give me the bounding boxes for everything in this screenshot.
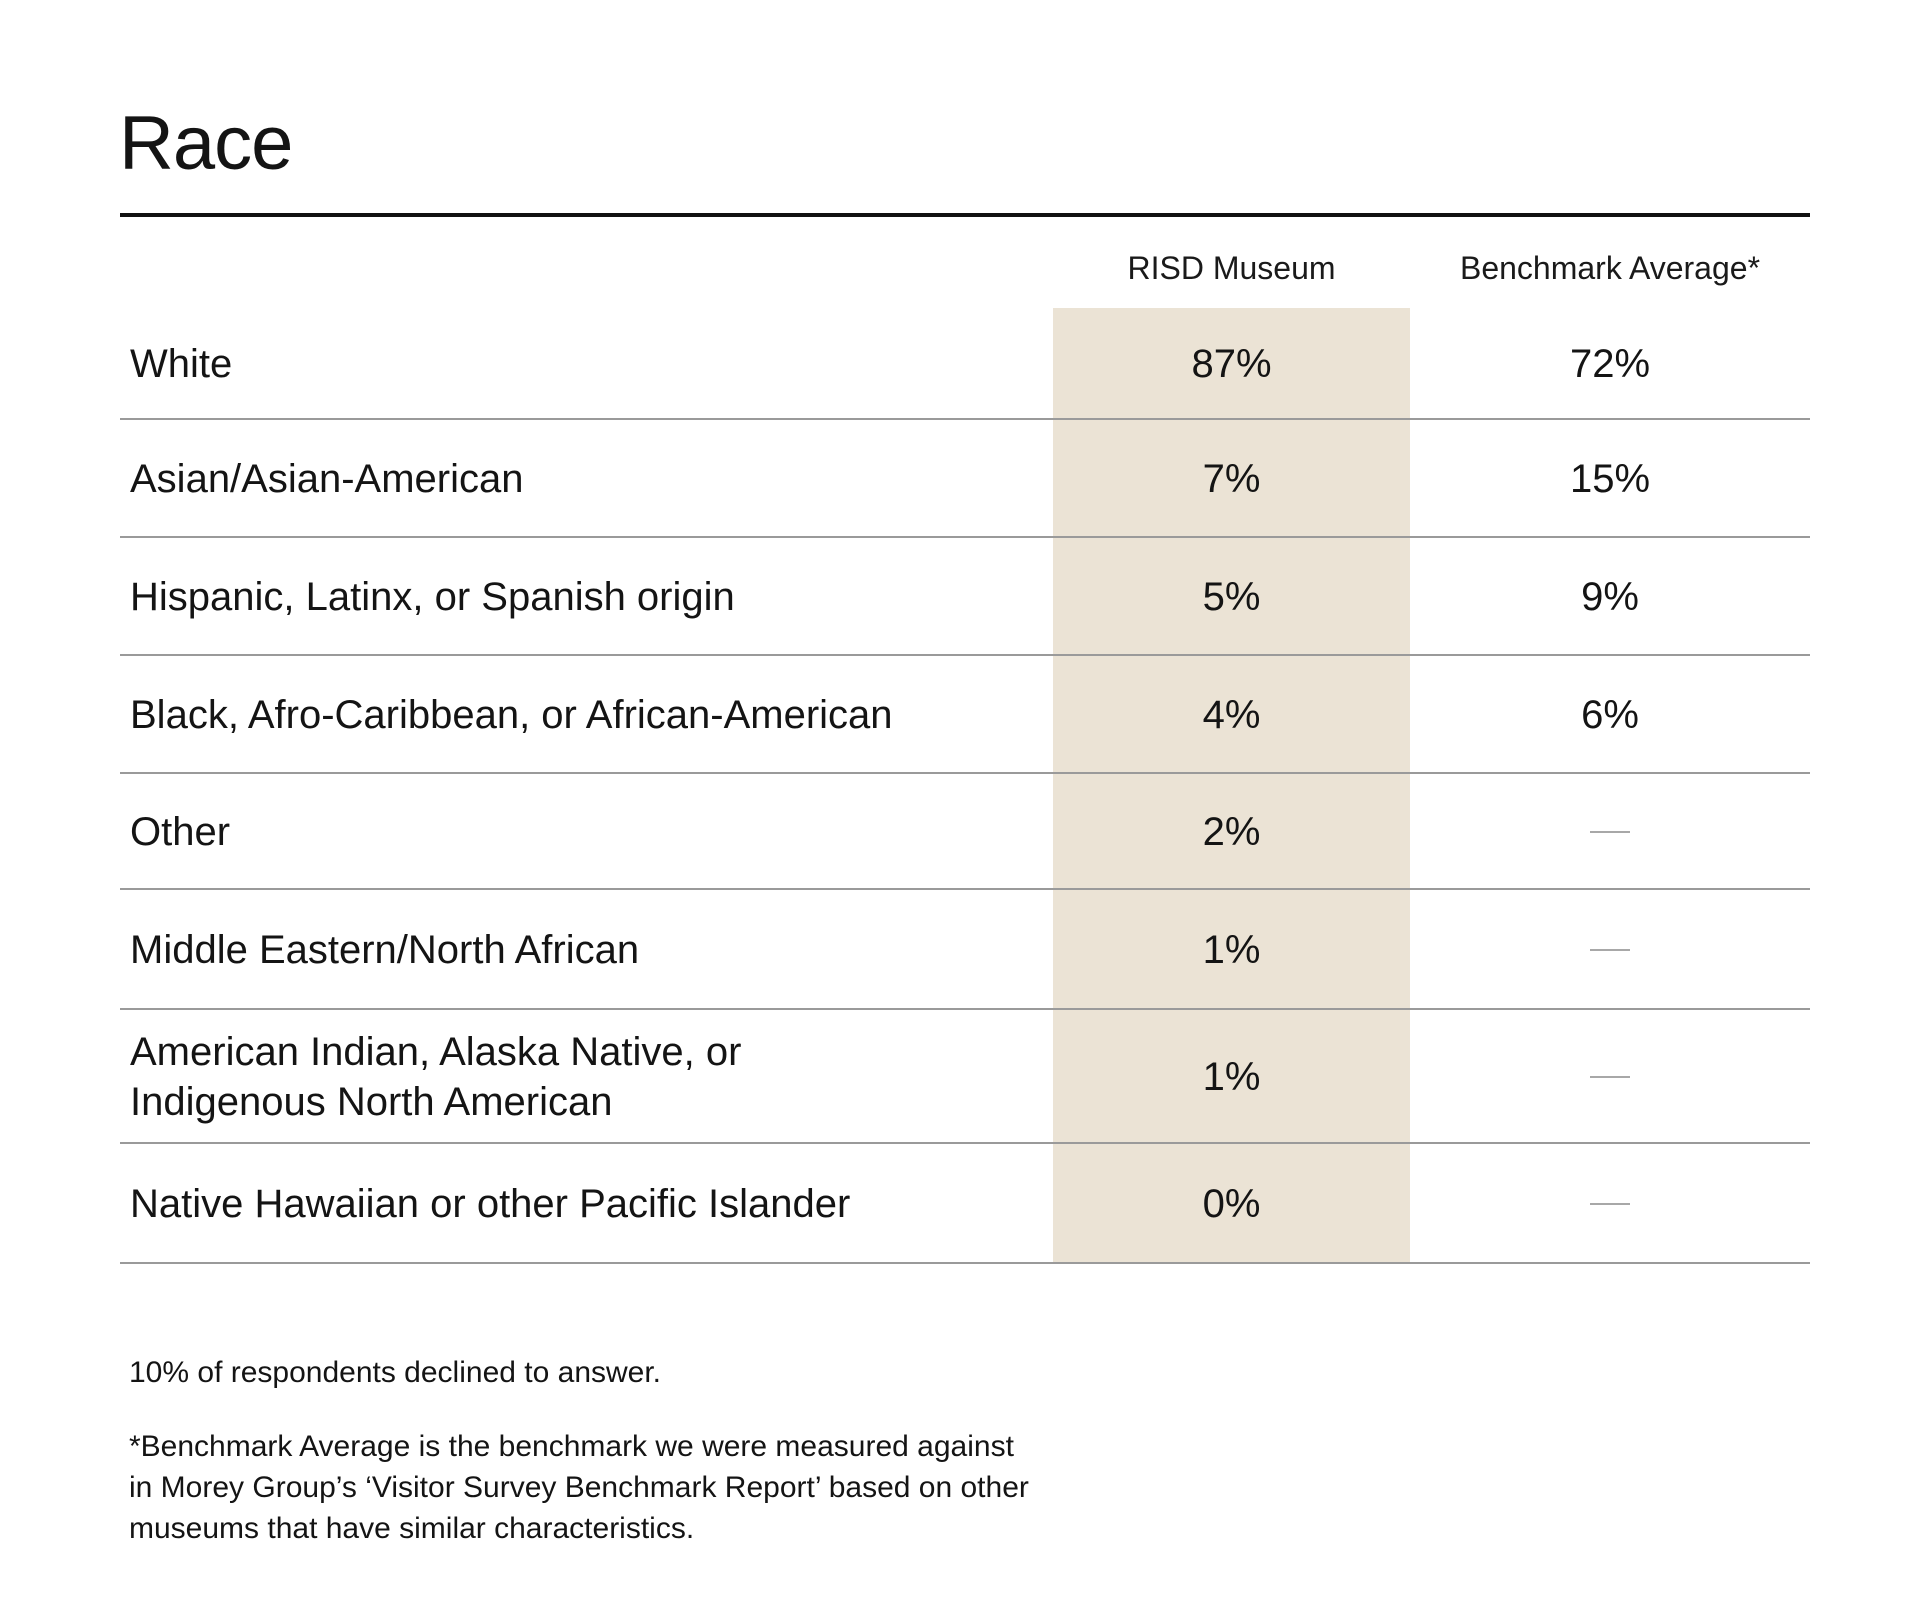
risd-value: 7% [1202, 456, 1261, 501]
row-label: Other [130, 810, 231, 854]
declined-note: 10% of respondents declined to answer. [129, 1356, 662, 1389]
dash-icon [1590, 831, 1630, 833]
benchmark-no-data [1410, 890, 1810, 1010]
risd-value: 87% [1191, 341, 1272, 386]
row-label: Hispanic, Latinx, or Spanish origin [130, 575, 735, 619]
column-header-benchmark: Benchmark Average* [1459, 250, 1761, 286]
table-row: White 87% 72% [120, 308, 1810, 420]
benchmark-no-data [1410, 1144, 1810, 1264]
risd-value: 4% [1202, 692, 1261, 737]
row-label: American Indian, Alaska Native, or Indig… [130, 1030, 742, 1124]
table-row: Native Hawaiian or other Pacific Islande… [120, 1144, 1810, 1264]
benchmark-value: 6% [1581, 692, 1639, 737]
row-divider [120, 418, 1810, 420]
benchmark-value: 72% [1569, 341, 1651, 386]
row-divider [120, 1262, 1810, 1264]
risd-value: 0% [1202, 1181, 1261, 1226]
row-divider [120, 1142, 1810, 1144]
dash-icon [1590, 1076, 1630, 1078]
row-label: Middle Eastern/North African [130, 928, 640, 972]
risd-column-highlight [1053, 308, 1410, 1263]
page-title: Race [119, 101, 293, 186]
title-divider [120, 213, 1810, 217]
column-header-risd: RISD Museum [1127, 250, 1336, 286]
row-label: White [130, 342, 233, 386]
footnote-line: museums that have similar characteristic… [129, 1512, 695, 1545]
table-row: Black, Afro-Caribbean, or African-Americ… [120, 656, 1810, 774]
row-label: Asian/Asian-American [130, 457, 524, 501]
risd-value: 5% [1202, 574, 1261, 619]
footnote-line: *Benchmark Average is the benchmark we w… [129, 1430, 1014, 1463]
table-row: Middle Eastern/North African 1% [120, 890, 1810, 1010]
risd-value: 1% [1202, 927, 1261, 972]
benchmark-footnote: *Benchmark Average is the benchmark we w… [129, 1426, 1129, 1549]
footnote-line: in Morey Group’s ‘Visitor Survey Benchma… [129, 1471, 1029, 1504]
risd-value: 2% [1202, 809, 1261, 854]
table-row: Hispanic, Latinx, or Spanish origin 5% 9% [120, 538, 1810, 656]
table-row: American Indian, Alaska Native, or Indig… [120, 1010, 1810, 1144]
row-divider [120, 654, 1810, 656]
benchmark-no-data [1410, 1010, 1810, 1144]
table-row: Other 2% [120, 774, 1810, 890]
row-divider [120, 1008, 1810, 1010]
row-label: Native Hawaiian or other Pacific Islande… [130, 1182, 851, 1226]
row-divider [120, 772, 1810, 774]
table-row: Asian/Asian-American 7% 15% [120, 420, 1810, 538]
row-divider [120, 888, 1810, 890]
row-label: Black, Afro-Caribbean, or African-Americ… [130, 693, 893, 737]
dash-icon [1590, 1203, 1630, 1205]
benchmark-no-data [1410, 774, 1810, 890]
dash-icon [1590, 949, 1630, 951]
row-divider [120, 536, 1810, 538]
benchmark-value: 9% [1581, 574, 1639, 619]
benchmark-value: 15% [1569, 456, 1651, 501]
risd-value: 1% [1202, 1054, 1261, 1099]
